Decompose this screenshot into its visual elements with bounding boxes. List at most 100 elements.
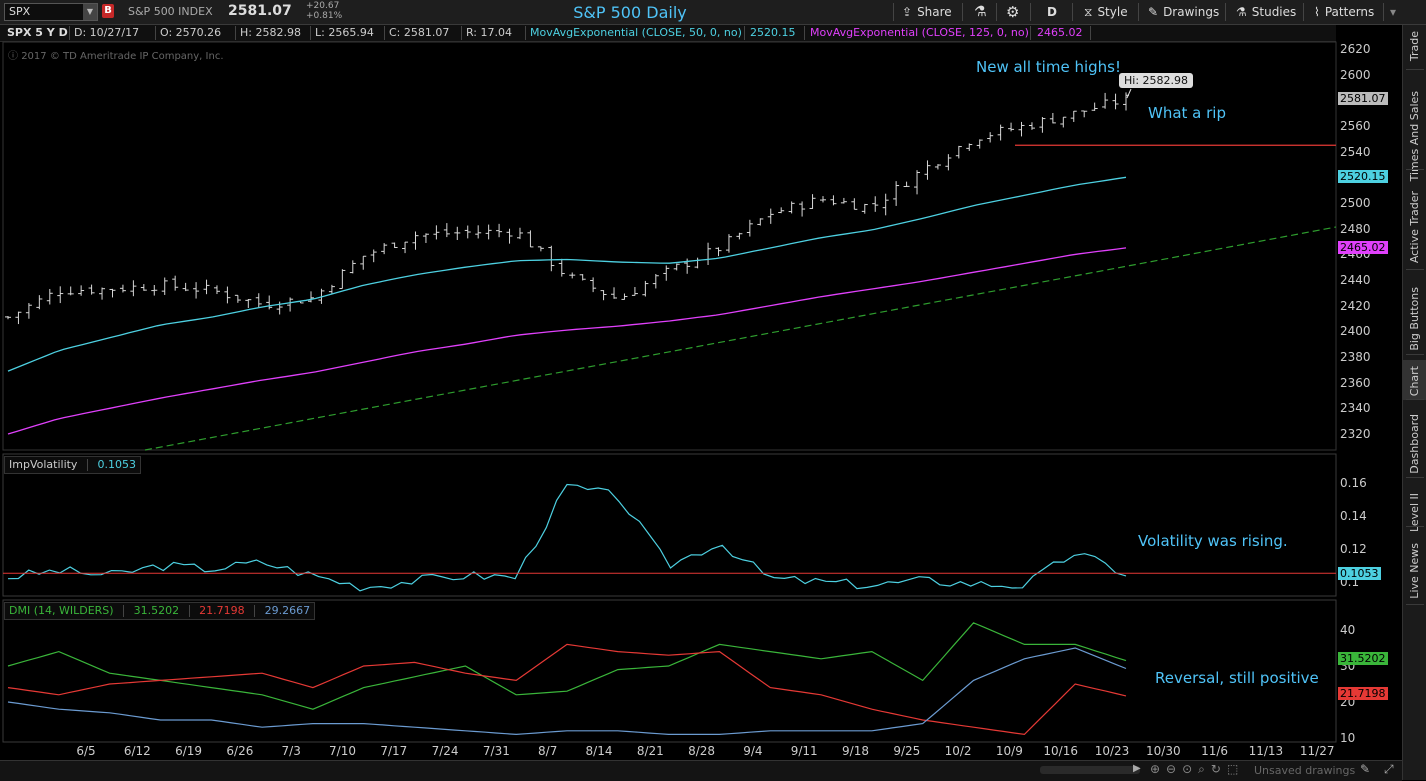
indicator-lines <box>3 88 1337 736</box>
divider <box>188 605 190 617</box>
studies-label: Studies <box>1251 5 1297 19</box>
symbol-text: SPX <box>9 5 31 18</box>
scroll-right-icon[interactable]: ▶ <box>1133 763 1141 774</box>
axis-tick-label: 2380 <box>1340 350 1371 364</box>
pencil-icon[interactable]: ✎ <box>1360 762 1371 776</box>
sidebar-tab-big-buttons[interactable]: Big Buttons <box>1403 281 1426 355</box>
bar-close: C: 2581.07 <box>389 26 450 39</box>
menu-icon[interactable]: ▾ <box>1390 5 1397 19</box>
x-tick-label: 7/3 <box>281 744 301 758</box>
bar-open: O: 2570.26 <box>160 26 222 39</box>
pencil-icon: ✎ <box>1148 5 1159 19</box>
sidebar-tab-live-news[interactable]: Live News <box>1403 537 1426 605</box>
axis-tick-label: 2360 <box>1340 375 1371 390</box>
annotation-volatility[interactable]: Volatility was rising. <box>1138 532 1288 550</box>
ema125-line <box>7 247 1127 435</box>
x-tick-label: 9/18 <box>842 744 869 758</box>
x-tick-label: 10/30 <box>1146 744 1181 758</box>
patterns-button[interactable]: ⌇ Patterns <box>1314 0 1374 24</box>
divider <box>123 605 125 617</box>
axis-tick-label: 0.12 <box>1340 542 1367 556</box>
dmi-minus-value: 21.7198 <box>199 604 245 617</box>
axis-tick-label: 2400 <box>1340 324 1371 339</box>
share-icon: ⇪ <box>902 5 913 19</box>
sidebar-tab-label: Chart <box>1408 366 1421 397</box>
divider <box>1406 526 1424 527</box>
drawings-button[interactable]: ✎ Drawings <box>1148 0 1219 24</box>
studies-button[interactable]: ⚗ Studies <box>1236 0 1296 24</box>
x-tick-label: 7/31 <box>482 744 510 758</box>
price-bars <box>5 92 1129 325</box>
annotation-dmi[interactable]: Reversal, still positive <box>1155 669 1319 687</box>
sidebar-tab-dashboard[interactable]: Dashboard <box>1403 408 1426 478</box>
sidebar-tab-label: Trade <box>1408 31 1421 62</box>
dmi-plus-tag: 31.5202 <box>1338 652 1388 665</box>
axis-tick-label: 2420 <box>1340 298 1371 313</box>
x-tick-label: 7/24 <box>431 744 459 758</box>
broker-badge: B <box>102 4 114 18</box>
flask-icon[interactable]: ⚗ <box>974 4 987 20</box>
x-tick-label: 8/21 <box>636 744 664 758</box>
x-tick-label: 6/5 <box>76 744 96 758</box>
divider <box>525 26 526 40</box>
divider <box>1406 399 1424 400</box>
divider <box>155 26 156 40</box>
zoom-tools[interactable]: ⊕⊖⊙⌕↻⬚ <box>1150 762 1245 776</box>
symbol-selector[interactable]: SPX ▼ <box>4 3 98 21</box>
sidebar-tab-trade[interactable]: Trade <box>1403 25 1426 70</box>
style-icon: ⧖ <box>1084 5 1093 19</box>
chevron-down-icon[interactable]: ▼ <box>83 4 97 20</box>
horizontal-scrollbar[interactable] <box>1040 766 1140 774</box>
x-tick-label: 11/6 <box>1201 744 1229 758</box>
axis-tick-label: 10 <box>1340 731 1356 745</box>
gear-icon[interactable]: ⚙ <box>1006 3 1020 21</box>
sidebar-tab-level-ii[interactable]: Level II <box>1403 487 1426 532</box>
dmi-label[interactable]: DMI (14, WILDERS) <box>9 604 114 617</box>
dmi-plus-value: 31.5202 <box>133 604 180 617</box>
bottom-bar: ▶ ⊕⊖⊙⌕↻⬚ Unsaved drawings ✎ ⤢ <box>0 760 1402 781</box>
chart-canvas[interactable] <box>0 0 1402 760</box>
style-label: Style <box>1097 5 1128 19</box>
sidebar-tab-active-trader[interactable]: Active Trader <box>1403 185 1426 270</box>
divider <box>1406 269 1424 270</box>
bar-date: D: 10/27/17 <box>74 26 140 39</box>
axis-tick-label: 0.14 <box>1340 509 1367 523</box>
divider <box>1090 26 1091 40</box>
annotation-rip[interactable]: What a rip <box>1148 104 1226 122</box>
annotation-new-highs[interactable]: New all time highs! <box>976 58 1121 76</box>
timeframe-label[interactable]: SPX 5 Y D <box>7 26 68 39</box>
sidebar-tab-chart[interactable]: Chart <box>1403 360 1426 400</box>
ema50-label[interactable]: MovAvgExponential (CLOSE, 50, 0, no) <box>530 26 742 39</box>
high-bubble: Hi: 2582.98 <box>1119 73 1194 88</box>
iv-tag: 0.1053 <box>1338 567 1381 580</box>
dmi-pane-frame <box>2 599 1337 743</box>
divider <box>1406 604 1424 605</box>
unsaved-drawings: Unsaved drawings <box>1254 764 1356 777</box>
sidebar-tab-label: Active Trader <box>1408 191 1421 264</box>
time-axis: 6/5 6/12 6/19 6/26 7/3 7/10 7/17 7/24 7/31 8/7 8/1… <box>0 742 1336 760</box>
axis-tick-label: 40 <box>1340 623 1356 637</box>
aggregation-button[interactable]: D <box>1047 5 1057 19</box>
x-tick-label: 9/4 <box>743 744 763 758</box>
divider <box>893 3 894 21</box>
x-tick-label: 7/17 <box>380 744 408 758</box>
net-change: +20.67 <box>306 1 340 11</box>
x-tick-label: 10/16 <box>1043 744 1078 758</box>
divider <box>1030 26 1031 40</box>
ema125-label[interactable]: MovAvgExponential (CLOSE, 125, 0, no) <box>810 26 1029 39</box>
share-label: Share <box>917 5 952 19</box>
divider <box>1406 354 1424 355</box>
iv-label[interactable]: ImpVolatility <box>9 458 78 471</box>
sidebar-tab-times-and-sales[interactable]: Times And Sales <box>1403 85 1426 181</box>
style-button[interactable]: ⧖ Style <box>1084 0 1128 24</box>
x-tick-label: 6/12 <box>123 744 151 758</box>
right-sidebar: Trade Times And Sales Active Trader Big But… <box>1402 25 1426 780</box>
expand-icon[interactable]: ⤢ <box>1384 762 1394 776</box>
dmi-minus-tag: 21.7198 <box>1338 687 1388 700</box>
x-tick-label: 11/13 <box>1248 744 1284 758</box>
axis-tick-label: 2560 <box>1340 119 1371 133</box>
share-button[interactable]: ⇪ Share <box>902 0 952 24</box>
divider <box>1138 3 1139 21</box>
dmi-plus-line <box>7 622 1127 710</box>
axis-tick-label: 2320 <box>1340 427 1371 441</box>
